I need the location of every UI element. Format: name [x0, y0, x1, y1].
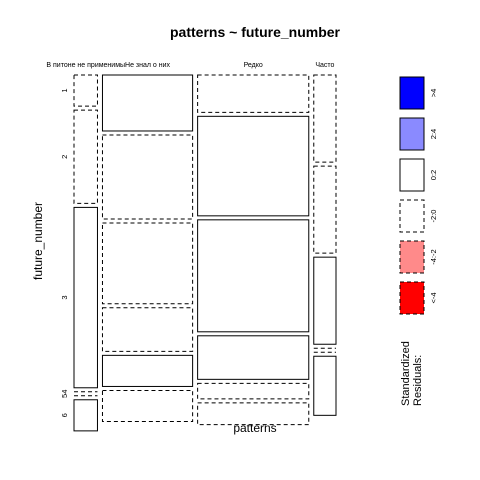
- mosaic-cell: [197, 74, 310, 113]
- legend-swatch: [399, 281, 425, 315]
- legend-swatch: [399, 199, 425, 233]
- column-labels: В питоне не применимы Не знал о них Редко Ч…: [46, 62, 334, 69]
- legend-label: >4: [429, 89, 438, 98]
- legend-swatch: [399, 240, 425, 274]
- mosaic-cell: [197, 115, 310, 217]
- legend-swatch: [399, 117, 425, 151]
- mosaic-cell: [197, 219, 310, 333]
- row-label: 6: [60, 413, 69, 417]
- residual-legend: >4 2:4 0:2 -2:0 -4:-2 <-4 Standardized Residual…: [399, 76, 438, 406]
- mosaic-cell: [101, 389, 194, 423]
- row-label: 2: [60, 155, 69, 159]
- mosaic-cell: [101, 307, 194, 352]
- legend-swatch: [399, 158, 425, 192]
- row-label: 1: [60, 88, 69, 92]
- y-axis-title: future_number: [31, 202, 45, 280]
- mosaic-cell: [313, 355, 337, 416]
- column-label: Часто: [315, 62, 334, 69]
- row-label: 54: [60, 390, 69, 398]
- mosaic-cell: [197, 402, 310, 426]
- mosaic-cell: [101, 354, 194, 387]
- mosaic-cell: [101, 74, 194, 132]
- legend-label: 0:2: [429, 170, 438, 180]
- column-label: Не знал о них: [125, 62, 171, 69]
- mosaic-cell: [313, 165, 337, 254]
- mosaic-cell: [73, 74, 98, 107]
- row-label: 3: [60, 296, 69, 300]
- mosaic-cell: [73, 206, 98, 389]
- mosaic-cell: [101, 134, 194, 220]
- legend-label: -4:-2: [429, 249, 438, 264]
- legend-swatch: [399, 76, 425, 110]
- column-label: В питоне не применимы: [46, 62, 125, 69]
- row-labels: 1 2 3 54 6: [60, 88, 69, 417]
- mosaic-cell: [197, 335, 310, 380]
- mosaic-cell: [313, 256, 337, 345]
- legend-label: 2:4: [429, 129, 438, 139]
- chart-title: patterns ~ future_number: [170, 24, 341, 40]
- legend-title: Residuals:: [412, 355, 424, 406]
- legend-label: <-4: [429, 292, 438, 303]
- legend-label: -2:0: [429, 210, 438, 223]
- mosaic-cell: [313, 74, 337, 163]
- mosaic-cell: [101, 222, 194, 305]
- legend-title: Standardized: [400, 341, 412, 406]
- mosaic-cell: [73, 109, 98, 204]
- mosaic-cell: [197, 382, 310, 400]
- mosaic-cells: [73, 74, 337, 432]
- column-label: Редко: [244, 62, 263, 69]
- mosaic-cell: [73, 399, 98, 432]
